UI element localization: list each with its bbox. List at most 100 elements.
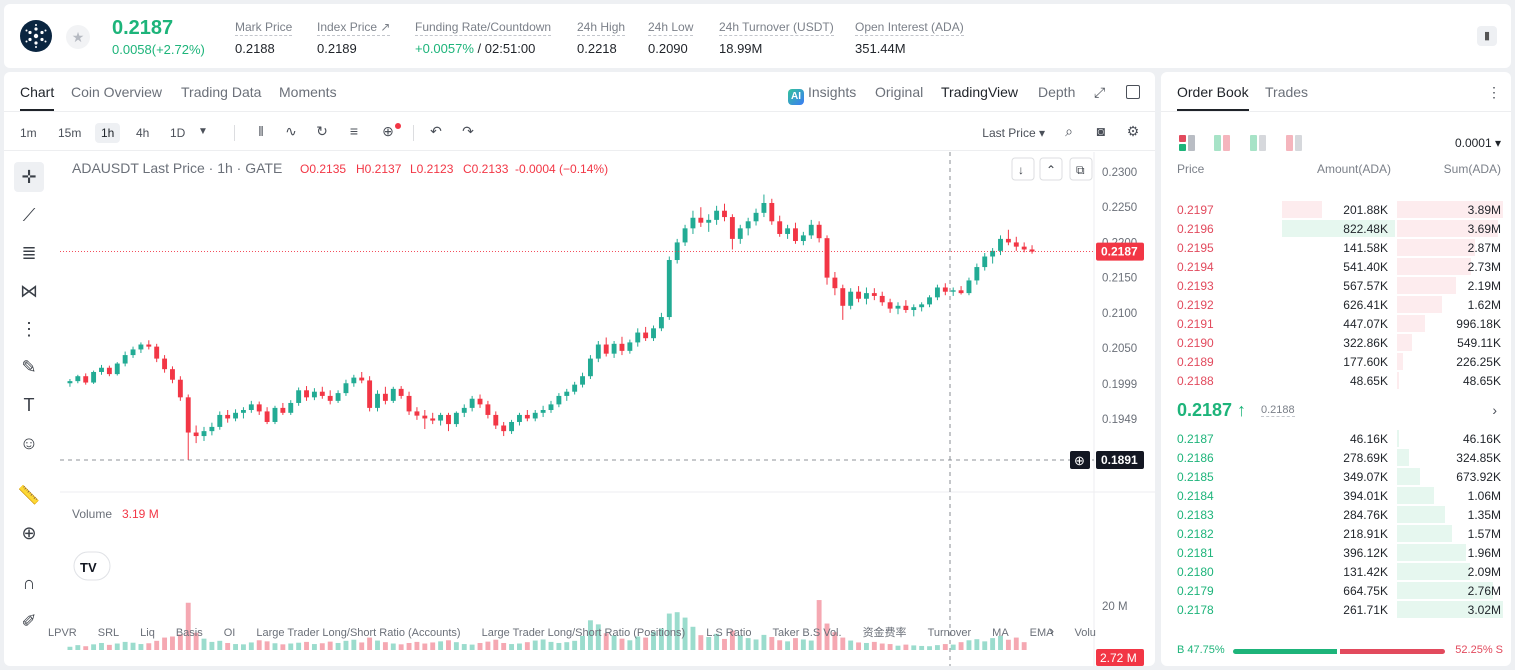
add-alert-button[interactable] [1070, 451, 1090, 469]
bid-row[interactable]: 0.2187 46.16K 46.16K [1161, 429, 1511, 448]
tab-original[interactable]: Original [875, 84, 924, 100]
indicator-item[interactable]: OI [223, 627, 236, 639]
price-type-select[interactable]: Last Price ▾ [982, 126, 1045, 140]
indicator-item[interactable]: Large Trader Long/Short Ratio (Positions… [481, 627, 686, 639]
view-bids-icon[interactable] [1250, 135, 1266, 151]
volume-bar [296, 642, 302, 650]
favorite-star-icon[interactable]: ★ [66, 25, 90, 49]
view-both-icon[interactable] [1179, 135, 1195, 151]
camera-icon[interactable]: ◙ [1096, 123, 1106, 139]
ask-row[interactable]: 0.2193 567.57K 2.19M [1161, 276, 1511, 295]
timeframe-1m[interactable]: 1m [20, 126, 37, 140]
tab-trading-data[interactable]: Trading Data [181, 84, 262, 100]
timeframe-dropdown-icon[interactable]: ▼ [198, 126, 208, 137]
bid-row[interactable]: 0.2178 261.71K 3.02M [1161, 600, 1511, 619]
timeframe-1h[interactable]: 1h [95, 123, 121, 143]
pattern-tool-icon[interactable]: ⋈ [20, 281, 38, 301]
bid-row[interactable]: 0.2184 394.01K 1.06M [1161, 486, 1511, 505]
view-split-icon[interactable] [1214, 135, 1230, 151]
ask-row[interactable]: 0.2195 141.58K 2.87M [1161, 238, 1511, 257]
magnet-tool-icon[interactable]: ∩ [22, 573, 36, 593]
indicator-item[interactable]: Taker B.S Vol. [772, 627, 842, 639]
precision-select[interactable]: 0.0001 ▾ [1454, 136, 1501, 150]
ask-amount-depth-bar [1282, 220, 1395, 237]
volume-bar [619, 638, 625, 650]
expand-icon[interactable]: ⤢ [1094, 84, 1106, 100]
pencil-lock-icon[interactable]: ✐ [21, 611, 37, 631]
crosshair-tool-icon[interactable]: ✛ [14, 162, 44, 192]
tab-trades[interactable]: Trades [1265, 84, 1309, 100]
bid-row[interactable]: 0.2185 349.07K 673.92K [1161, 467, 1511, 486]
volume-bar [185, 602, 191, 650]
indicator-item[interactable]: 资金费率 [862, 627, 907, 639]
candle-type-icon[interactable]: ǁ [258, 123, 264, 139]
timeframe-4h[interactable]: 4h [136, 126, 150, 140]
bid-row[interactable]: 0.2181 396.12K 1.96M [1161, 543, 1511, 562]
collapse-button[interactable] [1039, 157, 1063, 181]
horizontal-lines-tool-icon[interactable]: ≣ [21, 243, 37, 263]
ask-row[interactable]: 0.2189 177.60K 226.25K [1161, 352, 1511, 371]
emoji-tool-icon[interactable]: ☺ [19, 433, 39, 453]
candle-body [75, 376, 81, 382]
bid-row[interactable]: 0.2186 278.69K 324.85K [1161, 448, 1511, 467]
tab-tradingview[interactable]: TradingView [941, 84, 1019, 100]
ask-row[interactable]: 0.2197 201.88K 3.89M [1161, 200, 1511, 219]
indicator-item[interactable]: LPVR [48, 627, 77, 639]
fullscreen-icon[interactable] [1126, 85, 1140, 99]
tab-insights[interactable]: AI Insights [788, 84, 856, 105]
text-tool-icon[interactable]: T [23, 395, 35, 415]
alert-add-icon[interactable]: ⊕ [382, 123, 394, 139]
bid-row[interactable]: 0.2182 218.91K 1.57M [1161, 524, 1511, 543]
compare-icon[interactable]: ↻ [316, 123, 328, 139]
undo-icon[interactable]: ↶ [430, 123, 442, 139]
indicator-item[interactable]: SRL [97, 627, 120, 639]
indicator-item[interactable]: Turnover [927, 627, 972, 639]
tradingview-badge[interactable] [73, 551, 111, 581]
tab-coin-overview[interactable]: Coin Overview [71, 84, 163, 100]
tab-moments[interactable]: Moments [279, 84, 337, 100]
brush-tool-icon[interactable]: ✎ [21, 357, 37, 377]
ask-sum: 3.89M [1467, 203, 1501, 217]
indicator-item[interactable]: Volu [1074, 627, 1096, 639]
ask-row[interactable]: 0.2192 626.41K 1.62M [1161, 295, 1511, 314]
ask-row[interactable]: 0.2188 48.65K 48.65K [1161, 371, 1511, 390]
layout-button[interactable] [1069, 157, 1093, 181]
zoom-in-tool-icon[interactable]: ⊕ [21, 523, 37, 543]
ruler-tool-icon[interactable]: 📏 [17, 485, 41, 505]
candlestick-chart[interactable]: 0.23000.22500.22000.21500.21000.20500.19… [60, 152, 1155, 666]
timeframe-15m[interactable]: 15m [58, 126, 82, 140]
fib-tool-icon[interactable]: ⋮ [20, 319, 38, 339]
tab-chart[interactable]: Chart [20, 84, 55, 111]
indicator-item[interactable]: Large Trader Long/Short Ratio (Accounts) [256, 627, 461, 639]
bid-row[interactable]: 0.2183 284.76K 1.35M [1161, 505, 1511, 524]
bid-row[interactable]: 0.2179 664.75K 2.76M [1161, 581, 1511, 600]
more-options-icon[interactable]: ⋮ [1487, 84, 1501, 100]
candle-body [375, 393, 380, 408]
ask-sum: 2.19M [1467, 279, 1501, 293]
stat-index-price[interactable]: Index Price ↗ 0.2189 [317, 20, 391, 56]
chevron-right-icon[interactable]: › [1492, 402, 1497, 418]
indicator-item[interactable]: MA [992, 627, 1009, 639]
indicator-item[interactable]: Liq [140, 627, 155, 639]
view-asks-icon[interactable] [1286, 135, 1302, 151]
indicator-item[interactable]: EMA [1029, 627, 1054, 639]
bid-row[interactable]: 0.2180 131.42K 2.09M [1161, 562, 1511, 581]
timeframe-1d[interactable]: 1D [170, 126, 186, 140]
book-icon[interactable]: ▮ [1477, 26, 1497, 46]
search-icon[interactable]: ⌕ [1065, 123, 1073, 139]
indicator-item[interactable]: L.S Ratio [706, 627, 752, 639]
tab-depth[interactable]: Depth [1038, 84, 1076, 100]
scroll-right-icon[interactable]: › [1050, 624, 1054, 638]
arrow-down-button[interactable] [1011, 157, 1035, 181]
gear-icon[interactable]: ⚙ [1126, 123, 1140, 139]
redo-icon[interactable]: ↷ [462, 123, 474, 139]
ask-row[interactable]: 0.2191 447.07K 996.18K [1161, 314, 1511, 333]
ask-row[interactable]: 0.2190 322.86K 549.11K [1161, 333, 1511, 352]
ask-row[interactable]: 0.2196 822.48K 3.69M [1161, 219, 1511, 238]
templates-icon[interactable]: ≡ [349, 123, 359, 139]
indicator-item[interactable]: Basis [175, 627, 203, 639]
ask-row[interactable]: 0.2194 541.40K 2.73M [1161, 257, 1511, 276]
tab-order-book[interactable]: Order Book [1161, 84, 1265, 111]
trendline-tool-icon[interactable]: ⟋ [22, 205, 36, 225]
indicators-icon[interactable]: ∿ [285, 123, 297, 139]
